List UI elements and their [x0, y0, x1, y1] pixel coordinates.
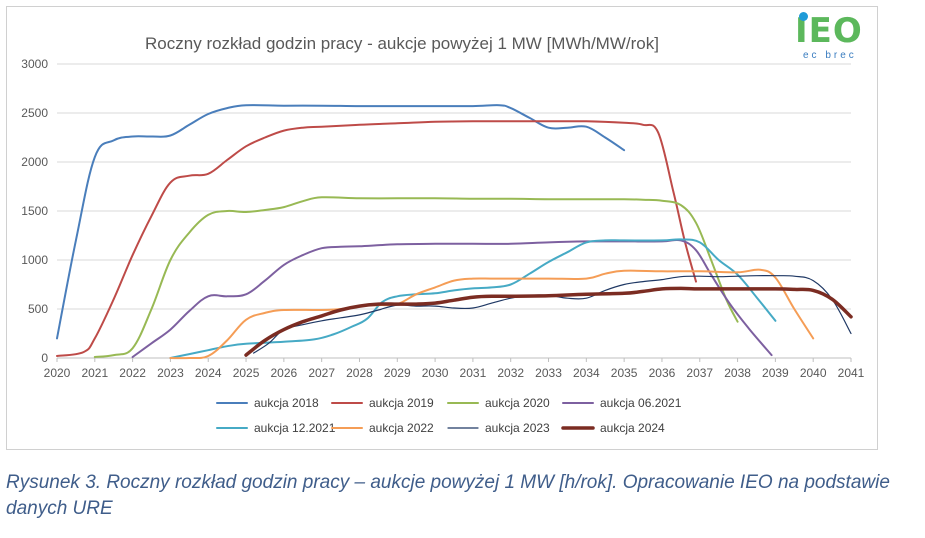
series-line-2 [93, 196, 739, 358]
x-tick-label: 2036 [649, 366, 676, 380]
legend-item: aukcja 12.2021 [216, 421, 336, 435]
x-axis-tick-labels: 2020 2021 2022 2023 2024 2025 2026 2027 2028 2029… [44, 366, 865, 380]
chart-title: Roczny rozkład godzin pracy - aukcje pow… [145, 34, 659, 53]
series-line-0 [56, 104, 626, 340]
logo-subtitle: ec brec [803, 50, 857, 61]
x-tick-label: 2034 [573, 366, 600, 380]
x-tick-label: 2027 [308, 366, 335, 380]
legend-label: aukcja 2018 [254, 396, 319, 410]
x-tick-label: 2032 [497, 366, 524, 380]
x-tick-label: 2039 [762, 366, 789, 380]
legend-item: aukcja 2022 [331, 421, 434, 435]
legend-item: aukcja 2018 [216, 396, 319, 410]
x-tick-label: 2040 [800, 366, 827, 380]
ieo-logo: IEO ec brec [795, 12, 875, 66]
x-tick-label: 2033 [535, 366, 562, 380]
x-tick-label: 2035 [611, 366, 638, 380]
series-line-4 [169, 238, 777, 359]
figure-caption: Rysunek 3. Roczny rozkład godzin pracy –… [6, 472, 890, 519]
logo-mark: IEO [795, 12, 875, 48]
x-tick-label: 2026 [271, 366, 298, 380]
x-tick-label: 2025 [233, 366, 260, 380]
y-tick-label: 2500 [21, 106, 48, 120]
series-line-5 [169, 268, 815, 360]
series-line-7 [244, 286, 853, 357]
x-tick-label: 2022 [119, 366, 146, 380]
legend-item: aukcja 2024 [561, 421, 665, 435]
legend: aukcja 2018 aukcja 2019 aukcja 2020 aukcja … [216, 396, 682, 435]
x-tick-label: 2029 [384, 366, 411, 380]
legend-item: aukcja 06.2021 [562, 396, 682, 410]
legend-label: aukcja 2024 [600, 421, 665, 435]
series-line-3 [131, 238, 773, 358]
gridlines [56, 63, 852, 362]
x-tick-label: 2024 [195, 366, 222, 380]
y-tick-label: 1500 [21, 204, 48, 218]
legend-label: aukcja 06.2021 [600, 396, 682, 410]
x-tick-label: 2031 [460, 366, 487, 380]
legend-label: aukcja 2023 [485, 421, 550, 435]
x-tick-label: 2023 [157, 366, 184, 380]
legend-label: aukcja 2019 [369, 396, 434, 410]
y-tick-label: 2000 [21, 155, 48, 169]
x-tick-label: 2038 [724, 366, 751, 380]
y-tick-label: 1000 [21, 253, 48, 267]
legend-label: aukcja 12.2021 [254, 421, 336, 435]
series-lines [56, 104, 853, 360]
x-tick-label: 2037 [686, 366, 713, 380]
legend-label: aukcja 2020 [485, 396, 550, 410]
y-axis-tick-labels: 0 500 1000 1500 2000 2500 3000 [21, 57, 48, 365]
x-tick-label: 2020 [44, 366, 71, 380]
x-tick-label: 2030 [422, 366, 449, 380]
line-chart: Roczny rozkład godzin pracy - aukcje pow… [21, 34, 865, 435]
x-tick-label: 2021 [81, 366, 108, 380]
logo-dot-icon [799, 12, 808, 21]
y-tick-label: 0 [41, 351, 48, 365]
series-line-1 [56, 120, 697, 357]
legend-item: aukcja 2020 [447, 396, 550, 410]
legend-label: aukcja 2022 [369, 421, 434, 435]
y-tick-label: 3000 [21, 57, 48, 71]
chart-frame: Roczny rozkład godzin pracy - aukcje pow… [6, 6, 878, 450]
legend-item: aukcja 2019 [331, 396, 434, 410]
x-tick-label: 2041 [838, 366, 865, 380]
x-tick-label: 2028 [346, 366, 373, 380]
y-tick-label: 500 [28, 302, 48, 316]
legend-item: aukcja 2023 [447, 421, 550, 435]
